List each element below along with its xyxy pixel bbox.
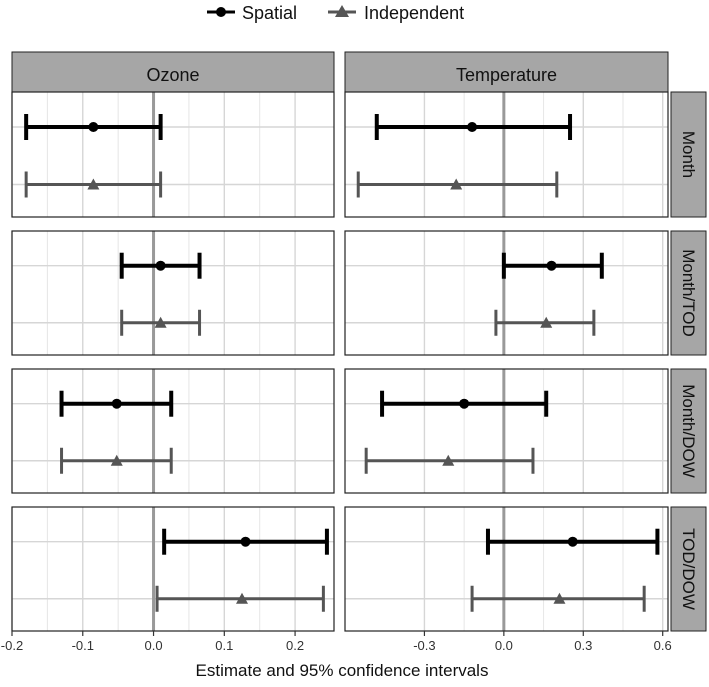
strip-tod-dow [670,506,707,632]
panel-border [344,91,669,218]
strip-label-tod-dow: TOD/DOW [679,528,698,610]
estimate-point-spatial [240,536,251,547]
panel-border [11,368,335,494]
panel-background [12,231,334,355]
estimate-point-independent [87,178,100,190]
legend: Spatial Independent [207,3,464,23]
panel-background [12,92,334,217]
estimate-point-spatial [459,398,470,409]
panel-background [12,369,334,493]
panel-background [345,92,668,217]
x-tick-label: -0.1 [72,638,94,653]
panel-temperature-month [344,91,669,218]
strip-month-dow [670,368,707,494]
x-tick-label: 0.6 [654,638,672,653]
estimate-point-spatial [467,122,478,132]
x-tick-label: -0.2 [1,638,23,653]
legend-independent-label: Independent [364,3,464,23]
legend-spatial-marker [216,7,226,17]
legend-independent-marker [335,5,349,17]
estimate-point-independent [236,592,248,604]
panel-border [344,506,669,632]
strip-month [670,91,707,218]
panel-background [345,507,668,631]
estimate-point-independent [553,592,566,604]
strip-label-temperature: Temperature [456,65,557,85]
estimate-point-independent [450,178,463,190]
x-tick-label: 0.0 [495,638,513,653]
estimate-point-spatial [155,260,166,271]
panel-border [11,230,335,356]
estimate-point-independent [540,316,553,328]
panel-ozone-tod-dow [11,506,335,632]
panel-border [11,506,335,632]
x-tick-label: 0.2 [286,638,304,653]
panel-ozone-month [11,91,335,218]
panel-border [344,368,669,494]
strip-temperature [344,51,669,93]
facet-panels: Ozone Temperature Month Month/TOD Month/DOW T… [1,51,707,653]
panel-temperature-month-tod [344,230,669,356]
panel-border [11,91,335,218]
panel-temperature-month-dow [344,368,669,494]
estimate-point-spatial [111,398,122,409]
x-tick-label: 0.1 [215,638,233,653]
estimate-point-independent [110,454,123,466]
strip-label-month-dow: Month/DOW [679,384,698,478]
strip-label-ozone: Ozone [146,65,199,85]
panel-ozone-month-dow [11,368,335,494]
estimate-point-independent [154,316,167,328]
panel-border [344,230,669,356]
x-tick-label: 0.3 [574,638,592,653]
panel-background [345,369,668,493]
x-tick-label: 0.0 [144,638,162,653]
panel-background [345,231,668,355]
strip-label-month-tod: Month/TOD [679,249,698,337]
strip-month-tod [670,230,707,356]
estimate-point-spatial [546,260,557,271]
legend-spatial-label: Spatial [242,3,297,23]
estimate-point-spatial [567,536,578,547]
estimate-point-independent [442,454,455,466]
strip-label-month: Month [679,131,698,178]
panel-background [12,507,334,631]
panel-ozone-month-tod [11,230,335,356]
strip-ozone [11,51,335,93]
x-tick-label: -0.3 [413,638,435,653]
panel-temperature-tod-dow [344,506,669,632]
estimate-point-spatial [88,122,99,132]
x-axis-title: Estimate and 95% confidence intervals [196,661,489,680]
